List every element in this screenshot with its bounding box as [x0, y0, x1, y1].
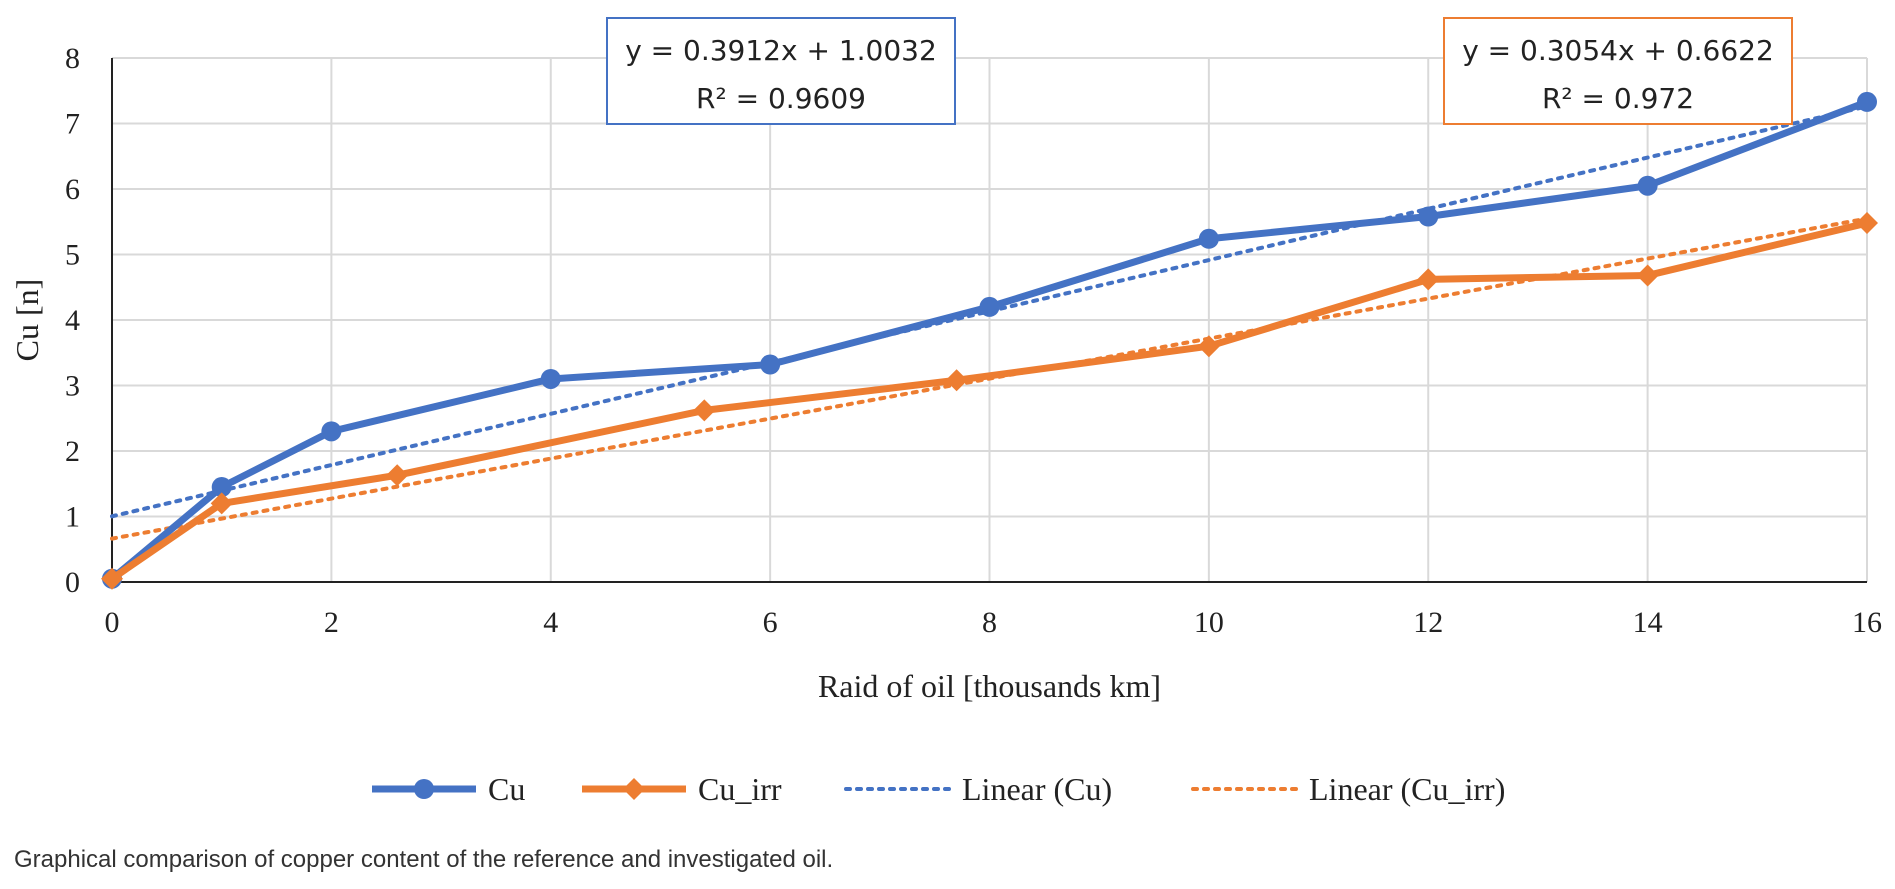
- equation-box-cu-irr: [1443, 17, 1793, 125]
- x-tick-label: 4: [543, 606, 558, 639]
- data-point-cu: [979, 296, 1000, 317]
- y-tick-label: 8: [65, 42, 80, 75]
- data-point-cu: [540, 368, 561, 389]
- x-tick-label: 16: [1852, 606, 1882, 639]
- trendline-r-squared: R² = 0.972: [1542, 82, 1694, 115]
- data-point-cu-irr: [1856, 212, 1878, 235]
- axes: [111, 58, 1867, 583]
- legend-label: Linear (Cu): [962, 771, 1112, 807]
- x-tick-label: 8: [982, 606, 997, 639]
- y-axis-title: Cu [n]: [9, 279, 45, 362]
- y-tick-label: 2: [65, 435, 80, 468]
- data-point-cu: [211, 477, 232, 498]
- data-point-cu: [1637, 175, 1658, 196]
- legend-label: Cu_irr: [698, 771, 782, 807]
- data-point-cu-irr: [210, 492, 233, 515]
- data-point-cu: [1198, 228, 1219, 249]
- equation-box-cu: [606, 17, 956, 125]
- legend-marker: [623, 778, 645, 800]
- legend-marker: [414, 779, 434, 799]
- x-tick-label: 12: [1413, 606, 1443, 639]
- y-tick-label: 7: [65, 108, 80, 141]
- x-tick-label: 14: [1633, 606, 1663, 639]
- legend-item-linear-cu-irr: Linear (Cu_irr): [1191, 771, 1505, 807]
- legend-label: Linear (Cu_irr): [1309, 771, 1505, 807]
- legend: Cu Cu_irr Linear (Cu) Linear (Cu_irr): [372, 771, 1505, 807]
- trendline-equations: y = 0.3912x + 1.0032 R² = 0.9609 y = 0.305…: [606, 17, 1793, 125]
- data-point-cu-irr: [101, 567, 123, 590]
- figure-caption: Graphical comparison of copper content o…: [14, 846, 834, 873]
- x-tick-label: 6: [763, 606, 778, 639]
- trendline-equation: y = 0.3912x + 1.0032: [625, 34, 937, 67]
- y-tick-label: 0: [65, 566, 80, 599]
- data-point-cu-irr: [693, 399, 716, 422]
- data-point-cu: [321, 421, 342, 442]
- x-tick-labels: 0 2 4 6 8 10 12 14 16: [105, 606, 1883, 639]
- series-line-cu: [109, 98, 1869, 582]
- data-point-cu-irr: [1636, 264, 1659, 287]
- y-tick-label: 6: [65, 173, 80, 206]
- legend-item-cu-irr: Cu_irr: [582, 771, 782, 807]
- x-tick-label: 2: [324, 606, 339, 639]
- data-point-cu-irr: [1197, 335, 1220, 358]
- grid: [112, 57, 1868, 583]
- data-point-cu-irr: [945, 369, 968, 392]
- legend-item-cu: Cu: [372, 771, 525, 807]
- data-series: [101, 91, 1878, 590]
- legend-item-linear-cu: Linear (Cu): [844, 771, 1112, 807]
- y-tick-label: 4: [65, 304, 80, 337]
- data-point-cu: [1418, 206, 1439, 227]
- x-tick-label: 10: [1194, 606, 1224, 639]
- trendline-equation: y = 0.3054x + 0.6622: [1462, 34, 1774, 67]
- x-axis-title: Raid of oil [thousands km]: [818, 668, 1161, 704]
- data-point-cu: [760, 354, 781, 375]
- data-point-cu-irr: [386, 464, 409, 487]
- trendline-r-squared: R² = 0.9609: [696, 82, 866, 115]
- y-tick-label: 3: [65, 370, 80, 403]
- x-tick-label: 0: [105, 606, 120, 639]
- data-point-cu: [1857, 91, 1877, 112]
- data-point-cu-irr: [1417, 268, 1440, 291]
- y-tick-label: 5: [65, 239, 80, 272]
- y-tick-labels: 0 1 2 3 4 5 6 7 8: [65, 42, 80, 599]
- legend-label: Cu: [488, 771, 525, 807]
- y-tick-label: 1: [65, 501, 80, 534]
